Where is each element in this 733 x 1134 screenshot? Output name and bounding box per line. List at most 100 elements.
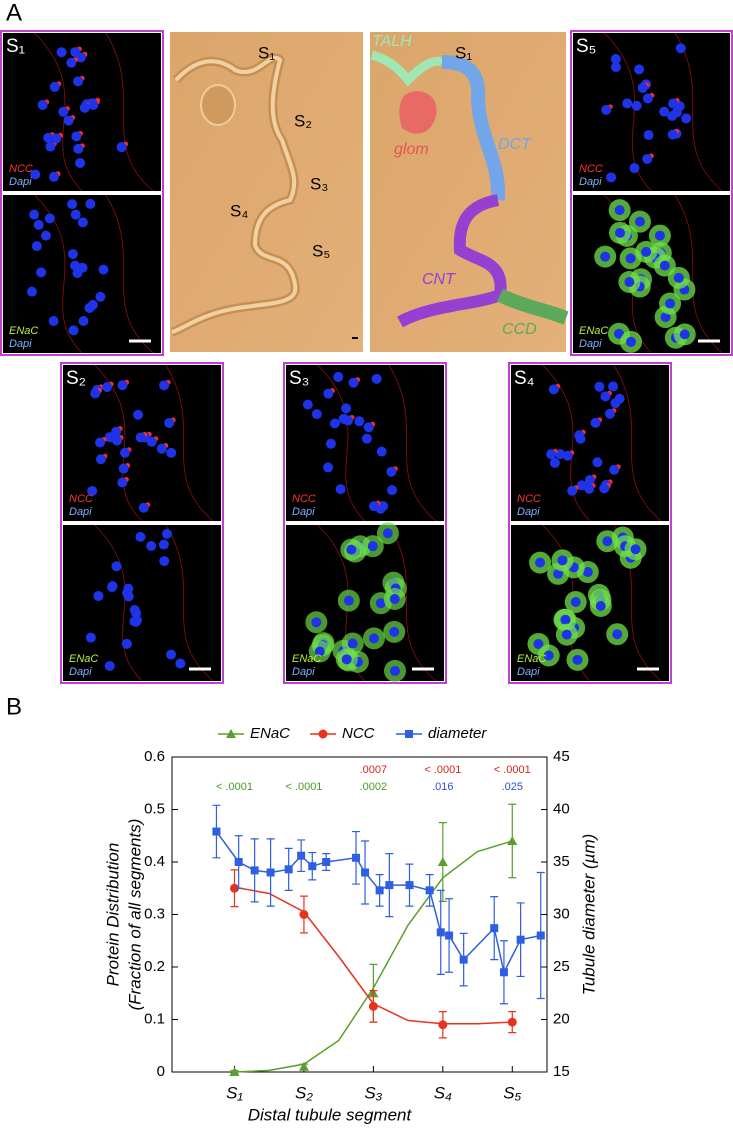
segment-label: S₅ (312, 241, 330, 260)
tubule-outline (317, 364, 437, 522)
dic-image: S₁ S₂ S₃ S₄ S₅ (170, 32, 363, 352)
y-tick-label: 0.5 (144, 800, 165, 817)
nucleus (555, 449, 566, 460)
micrograph (63, 525, 221, 681)
nucleus (602, 536, 613, 547)
nucleus (386, 466, 397, 477)
nucleus (95, 437, 106, 448)
stain-label: NCC (517, 493, 541, 505)
nucleus (102, 382, 113, 393)
nucleus (354, 416, 365, 427)
legend-label: ENaC (250, 725, 290, 742)
chart: 0 0.1 0.2 0.3 0.4 0.5 0.6 15 20 25 30 35 40 45 S₁ S₂ S₃ S… (103, 725, 598, 1125)
nucleus (120, 447, 131, 458)
nucleus (31, 241, 42, 252)
nucleus (121, 638, 132, 649)
nucleus (341, 654, 352, 665)
nucleus (543, 650, 554, 661)
nucleus (590, 417, 601, 428)
nucleus (641, 246, 652, 257)
nucleus (29, 209, 40, 220)
x-tick-label: S₄ (434, 1083, 452, 1102)
nucleus (659, 106, 670, 117)
y-tick-label: 0.4 (144, 853, 165, 870)
nucleus (30, 169, 41, 180)
point (405, 881, 414, 890)
y-tick-label: 0 (157, 1063, 165, 1080)
nucleus (333, 371, 344, 382)
nucleus (634, 216, 645, 227)
y2-tick-label: 40 (553, 800, 570, 817)
nucleus (93, 591, 104, 602)
stain-label: Dapi (292, 506, 315, 518)
nucleus (73, 76, 84, 87)
point (308, 862, 317, 871)
nucleus (567, 485, 578, 496)
nucleus (68, 325, 79, 336)
y-axis-title: Protein Distribution (103, 843, 122, 987)
nucleus (44, 213, 55, 224)
nucleus (79, 102, 90, 113)
nucleus (390, 665, 401, 676)
x-tick-label: S₁ (226, 1083, 243, 1102)
nucleus (375, 598, 386, 609)
series-line (215, 831, 541, 975)
nucleus (595, 601, 606, 612)
point (298, 1061, 309, 1071)
fit-curve (234, 840, 513, 1073)
nucleus (159, 556, 170, 567)
nucleus (311, 409, 322, 420)
nucleus (329, 418, 340, 429)
tubule-outline (542, 364, 662, 522)
nucleus (104, 661, 115, 672)
panel-segment-label: S₃ (289, 368, 309, 389)
nucleus (681, 113, 692, 124)
y-tick-label: 0.2 (144, 958, 165, 975)
nucleus (87, 299, 98, 310)
tubule-outline (94, 524, 214, 682)
nucleus (642, 93, 653, 104)
nucleus (51, 133, 62, 144)
nucleus (117, 380, 128, 391)
p-value: .0007 (360, 764, 388, 776)
nucleus (158, 539, 169, 550)
nucleus (548, 384, 559, 395)
point (284, 865, 293, 874)
point (229, 1067, 240, 1076)
panel-letter: A (6, 0, 22, 26)
nucleus (66, 57, 77, 68)
nucleus (535, 557, 546, 568)
point (266, 868, 275, 877)
nucleus (675, 43, 686, 54)
nucleus (361, 433, 372, 444)
nucleus (665, 298, 676, 309)
nucleus (135, 432, 146, 443)
nucleus (549, 457, 560, 468)
segment-label: S₄ (230, 201, 248, 220)
nucleus (582, 567, 593, 578)
nucleus (70, 47, 81, 58)
segment-label: S₁ (258, 43, 275, 62)
point (375, 886, 384, 895)
nucleus (382, 528, 393, 539)
micrograph (511, 365, 669, 521)
nucleus (634, 64, 645, 75)
nucleus (642, 153, 653, 164)
y2-axis-title: Tubule diameter (µm) (579, 834, 598, 996)
point (437, 857, 448, 866)
point (507, 1017, 517, 1027)
nucleus (610, 53, 621, 64)
x-axis-title: Distal tubule segment (248, 1105, 413, 1124)
p-value: < .0001 (216, 781, 253, 793)
nucleus (159, 380, 170, 391)
ccd-region (496, 288, 569, 325)
point (459, 955, 468, 964)
nucleus (338, 413, 349, 424)
nucleus (67, 249, 78, 260)
nucleus (72, 268, 83, 279)
nucleus (175, 658, 186, 669)
stain-label: ENaC (69, 653, 98, 665)
nucleus (43, 132, 54, 143)
stain-label: Dapi (69, 506, 92, 518)
